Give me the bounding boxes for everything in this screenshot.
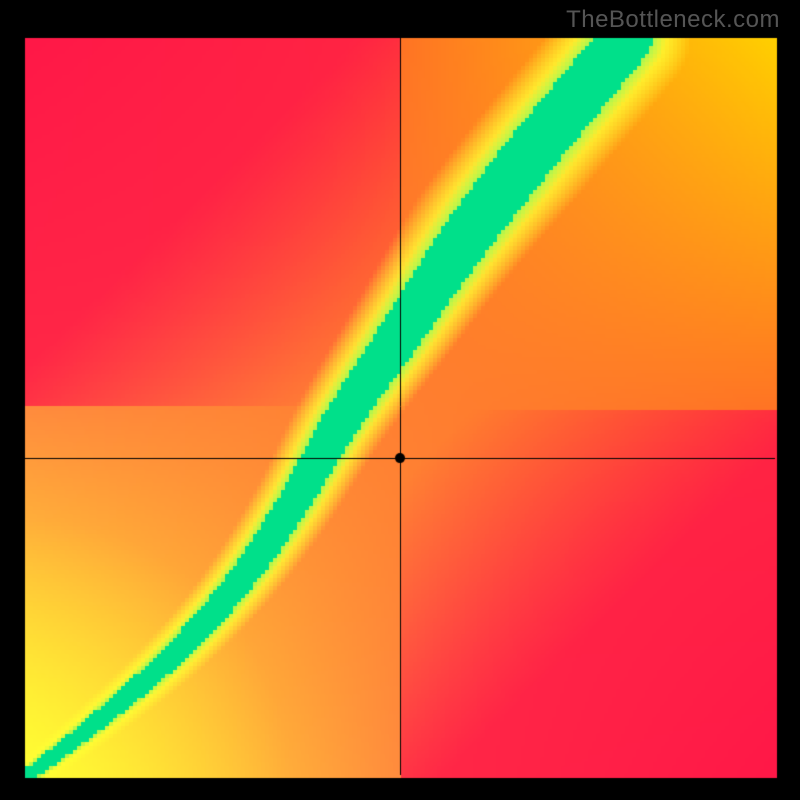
heatmap-plot <box>0 0 800 800</box>
watermark-text: TheBottleneck.com <box>566 6 780 34</box>
